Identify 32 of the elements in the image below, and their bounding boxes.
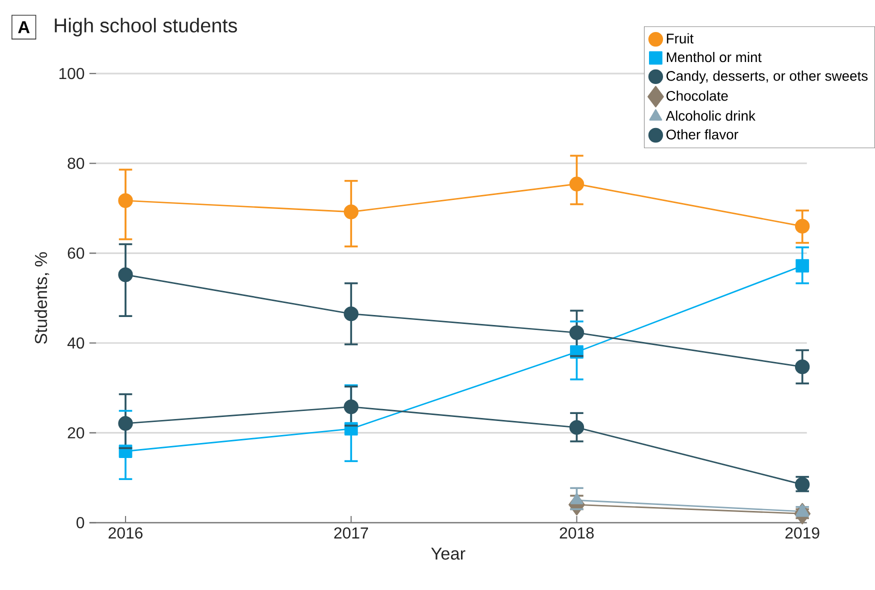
legend-label: Menthol or mint xyxy=(666,52,762,62)
point xyxy=(569,176,584,192)
point xyxy=(796,258,810,272)
x-tick-label: 2018 xyxy=(560,527,594,538)
chart-title: High school students xyxy=(54,18,237,36)
text: A xyxy=(18,21,30,33)
legend-label: Candy, desserts, or other sweets xyxy=(666,70,868,84)
point xyxy=(118,193,133,208)
point xyxy=(344,204,358,220)
point xyxy=(118,416,133,431)
x-tick-label: 2017 xyxy=(334,527,368,538)
legend-label: Other flavor xyxy=(666,129,738,140)
y-tick-label: 20 xyxy=(68,427,84,438)
y-tick-label: 80 xyxy=(68,158,84,169)
point xyxy=(569,420,584,435)
y-axis-title: Students, % xyxy=(34,252,50,344)
y-tick-label: 0 xyxy=(76,516,84,528)
legend-label: Alcoholic drink xyxy=(666,110,756,121)
y-tick-label: 40 xyxy=(67,337,84,349)
point xyxy=(344,399,358,414)
x-tick-label: 2016 xyxy=(108,527,143,538)
legend-label: Fruit xyxy=(666,33,694,44)
point xyxy=(794,218,810,234)
x-tick-label: 2019 xyxy=(785,527,820,538)
y-tick-label: 100 xyxy=(59,68,84,80)
y-tick-label: 60 xyxy=(68,247,84,259)
point xyxy=(794,359,810,374)
point xyxy=(344,306,358,322)
legend-label: Chocolate xyxy=(666,90,728,101)
point xyxy=(118,267,133,282)
point xyxy=(569,325,584,340)
x-axis-title: Year xyxy=(431,548,466,560)
